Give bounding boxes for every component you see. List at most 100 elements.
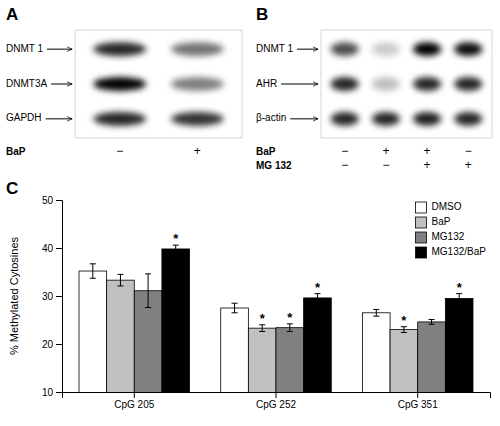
error-bar-cap	[401, 332, 407, 333]
bar	[418, 322, 446, 392]
condition-label: BaP	[256, 146, 276, 157]
band	[93, 77, 146, 91]
tick: 30	[42, 291, 62, 302]
tick: 20	[42, 339, 62, 350]
significance-marker: *	[457, 280, 463, 295]
axis-line	[63, 393, 491, 399]
panel-label: B	[256, 5, 268, 24]
error-bar	[373, 309, 379, 316]
error-bar-cap	[232, 303, 238, 304]
band	[93, 42, 146, 56]
series	[79, 264, 390, 392]
error-bar	[456, 294, 462, 304]
condition-sign: +	[424, 144, 431, 158]
axis-line	[56, 201, 63, 393]
legend-item: MG132	[416, 231, 465, 243]
band	[372, 42, 400, 56]
row-label: DNMT3A	[6, 78, 47, 89]
error-bar-stem	[120, 274, 121, 286]
band	[413, 77, 441, 91]
legend-item: BaP	[416, 216, 451, 228]
condition-sign: −	[382, 158, 389, 172]
error-bar-stem	[175, 245, 176, 253]
significance-marker: *	[260, 311, 266, 326]
legend-swatch	[416, 247, 427, 258]
bands	[331, 42, 483, 125]
bar	[248, 328, 276, 392]
tick-mark	[56, 392, 62, 393]
legend-label: MG132	[432, 231, 465, 242]
row-label: DNMT 1	[256, 43, 293, 54]
error-bar	[429, 320, 435, 325]
error-bar-stem	[92, 264, 93, 278]
condition-sign: +	[424, 158, 431, 172]
error-bar-cap	[145, 307, 151, 308]
legend-label: DMSO	[432, 201, 462, 212]
tick: CpG 252	[256, 392, 296, 410]
tick-mark	[134, 392, 135, 398]
figure: ADNMT 1DNMT3AGAPDHBaP−+BDNMT 1AHRβ-actin…	[0, 0, 500, 426]
significance-marker: *	[315, 280, 321, 295]
tick-label: 10	[42, 387, 54, 398]
label-arrow	[47, 49, 72, 50]
condition-sign: −	[341, 158, 348, 172]
band	[331, 77, 359, 91]
panel-label: A	[6, 5, 18, 24]
bar	[276, 328, 304, 392]
gel	[321, 30, 492, 138]
band	[171, 77, 224, 91]
axis-title: % Methylated Cytosines	[8, 237, 20, 355]
bar	[221, 308, 249, 392]
condition-label: MG 132	[256, 160, 292, 171]
legend-item: DMSO	[416, 201, 462, 213]
condition-sign: +	[194, 144, 201, 158]
bar	[304, 298, 332, 392]
x-axis: CpG 205 CpG 252 CpG 351	[63, 392, 491, 410]
label-arrow	[281, 84, 318, 85]
error-bar	[145, 274, 151, 308]
legend-swatch	[416, 202, 427, 213]
y-axis: 1020304050	[42, 195, 63, 398]
band	[171, 112, 224, 126]
error-bar-cap	[232, 312, 238, 313]
error-bar	[173, 245, 179, 253]
tick-mark	[56, 200, 62, 201]
condition-sign: −	[465, 144, 472, 158]
error-bar	[90, 264, 96, 278]
condition-sign: −	[341, 144, 348, 158]
error-bar-cap	[456, 303, 462, 304]
error-bar	[232, 303, 238, 313]
plot-area	[79, 245, 473, 392]
band	[331, 112, 359, 126]
error-bar-cap	[90, 263, 96, 264]
error-bar-stem	[431, 320, 432, 325]
error-bar-stem	[317, 294, 318, 303]
error-bar-stem	[148, 274, 149, 308]
row-label: DNMT 1	[6, 43, 43, 54]
bar	[79, 271, 107, 392]
error-bar	[314, 294, 320, 303]
tick: 40	[42, 243, 62, 254]
band	[413, 112, 441, 126]
error-bar-cap	[90, 278, 96, 279]
label-arrow	[46, 118, 73, 119]
tick: CpG 205	[114, 392, 154, 410]
band	[372, 112, 400, 126]
error-bar-cap	[429, 319, 435, 320]
tick-label: CpG 252	[256, 399, 296, 410]
row-label: β-actin	[256, 112, 286, 123]
band	[171, 42, 224, 56]
significance-marker: *	[287, 310, 293, 325]
error-bar-cap	[145, 273, 151, 274]
band	[454, 112, 482, 126]
tick-mark	[56, 248, 62, 249]
band	[413, 42, 441, 56]
tick-label: CpG 351	[398, 399, 438, 410]
tick-label: 40	[42, 243, 54, 254]
error-bar	[287, 324, 293, 332]
error-bar-cap	[373, 316, 379, 317]
significance-markers: ******	[173, 231, 462, 328]
tick-mark	[417, 392, 418, 398]
bar	[445, 298, 473, 392]
bar	[390, 330, 418, 392]
